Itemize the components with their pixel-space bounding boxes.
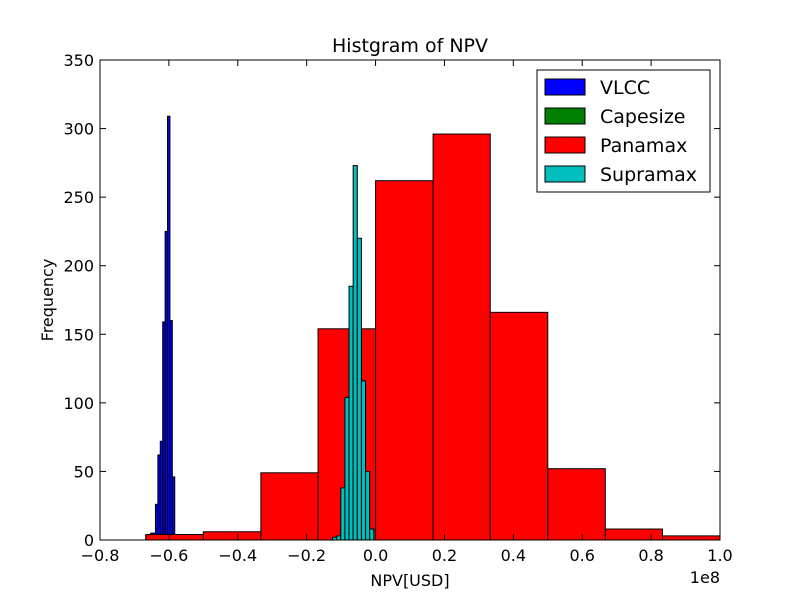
y-tick-label-2: 100	[63, 394, 94, 413]
legend-swatch-capesize	[544, 107, 586, 125]
x-tick-label-5: 0.2	[432, 546, 457, 565]
bar-supramax-2	[340, 487, 346, 540]
bar-panamax-1	[202, 531, 262, 540]
legend-label-supramax: Supramax	[600, 164, 697, 186]
bar-supramax-3	[344, 396, 350, 540]
y-axis-label: Frequency	[38, 259, 57, 342]
y-tick-label-3: 150	[63, 325, 94, 344]
bar-supramax-4	[348, 285, 354, 540]
y-tick-label-0: 0	[84, 531, 94, 550]
x-axis-offset-label: 1e8	[690, 568, 720, 587]
legend-label-vlcc: VLCC	[600, 77, 650, 99]
bar-panamax-0	[145, 534, 204, 540]
legend: VLCC Capesize Panamax Supramax	[536, 69, 711, 193]
bar-supramax-5	[352, 165, 358, 540]
bar-panamax-4	[375, 180, 434, 540]
x-tick-label-8: 0.8	[638, 546, 663, 565]
plot-area	[145, 115, 720, 540]
x-tick-label-9: 1.0	[707, 546, 732, 565]
axis-ticks	[99, 59, 721, 541]
x-tick-label-7: 0.6	[569, 546, 594, 565]
bar-panamax-7	[547, 468, 606, 540]
bar-vlcc-10	[169, 320, 173, 540]
y-tick-label-5: 250	[63, 188, 94, 207]
x-tick-label-2: −0.4	[218, 546, 257, 565]
legend-label-capesize: Capesize	[600, 106, 686, 128]
y-tick-label-1: 50	[74, 462, 94, 481]
bar-supramax-9	[369, 528, 375, 540]
bar-vlcc-11	[171, 476, 176, 540]
x-axis-label: NPV[USD]	[370, 571, 449, 590]
histogram-bars	[145, 115, 720, 540]
x-tick-label-1: −0.6	[149, 546, 188, 565]
bar-supramax-7	[360, 380, 367, 540]
bar-panamax-5	[432, 133, 491, 540]
y-tick-label-7: 350	[63, 51, 94, 70]
bar-panamax-9	[661, 535, 720, 540]
bar-supramax-1	[336, 535, 342, 540]
plot-frame	[99, 59, 721, 541]
legend-swatch-supramax	[544, 165, 586, 183]
chart-title: Histgram of NPV	[332, 35, 488, 57]
bar-panamax-2	[260, 472, 319, 540]
x-tick-label-3: −0.2	[287, 546, 326, 565]
legend-items: VLCC Capesize Panamax Supramax	[544, 77, 697, 186]
bar-supramax-6	[356, 237, 362, 540]
legend-swatch-panamax	[544, 136, 586, 154]
legend-swatch-vlcc	[544, 78, 586, 96]
bar-panamax-8	[604, 528, 663, 540]
y-tick-label-6: 300	[63, 120, 94, 139]
axis-tick-labels: −0.8 −0.6 −0.4 −0.2 0.0 0.2 0.4 0.6 0.8 1.0 0 50 100…	[63, 51, 732, 565]
bar-supramax-8	[365, 470, 371, 540]
x-tick-label-0: −0.8	[81, 546, 120, 565]
bar-panamax-6	[489, 311, 549, 540]
x-tick-label-6: 0.4	[501, 546, 526, 565]
legend-label-panamax: Panamax	[600, 135, 687, 157]
y-tick-label-4: 200	[63, 257, 94, 276]
x-tick-label-4: 0.0	[363, 546, 388, 565]
